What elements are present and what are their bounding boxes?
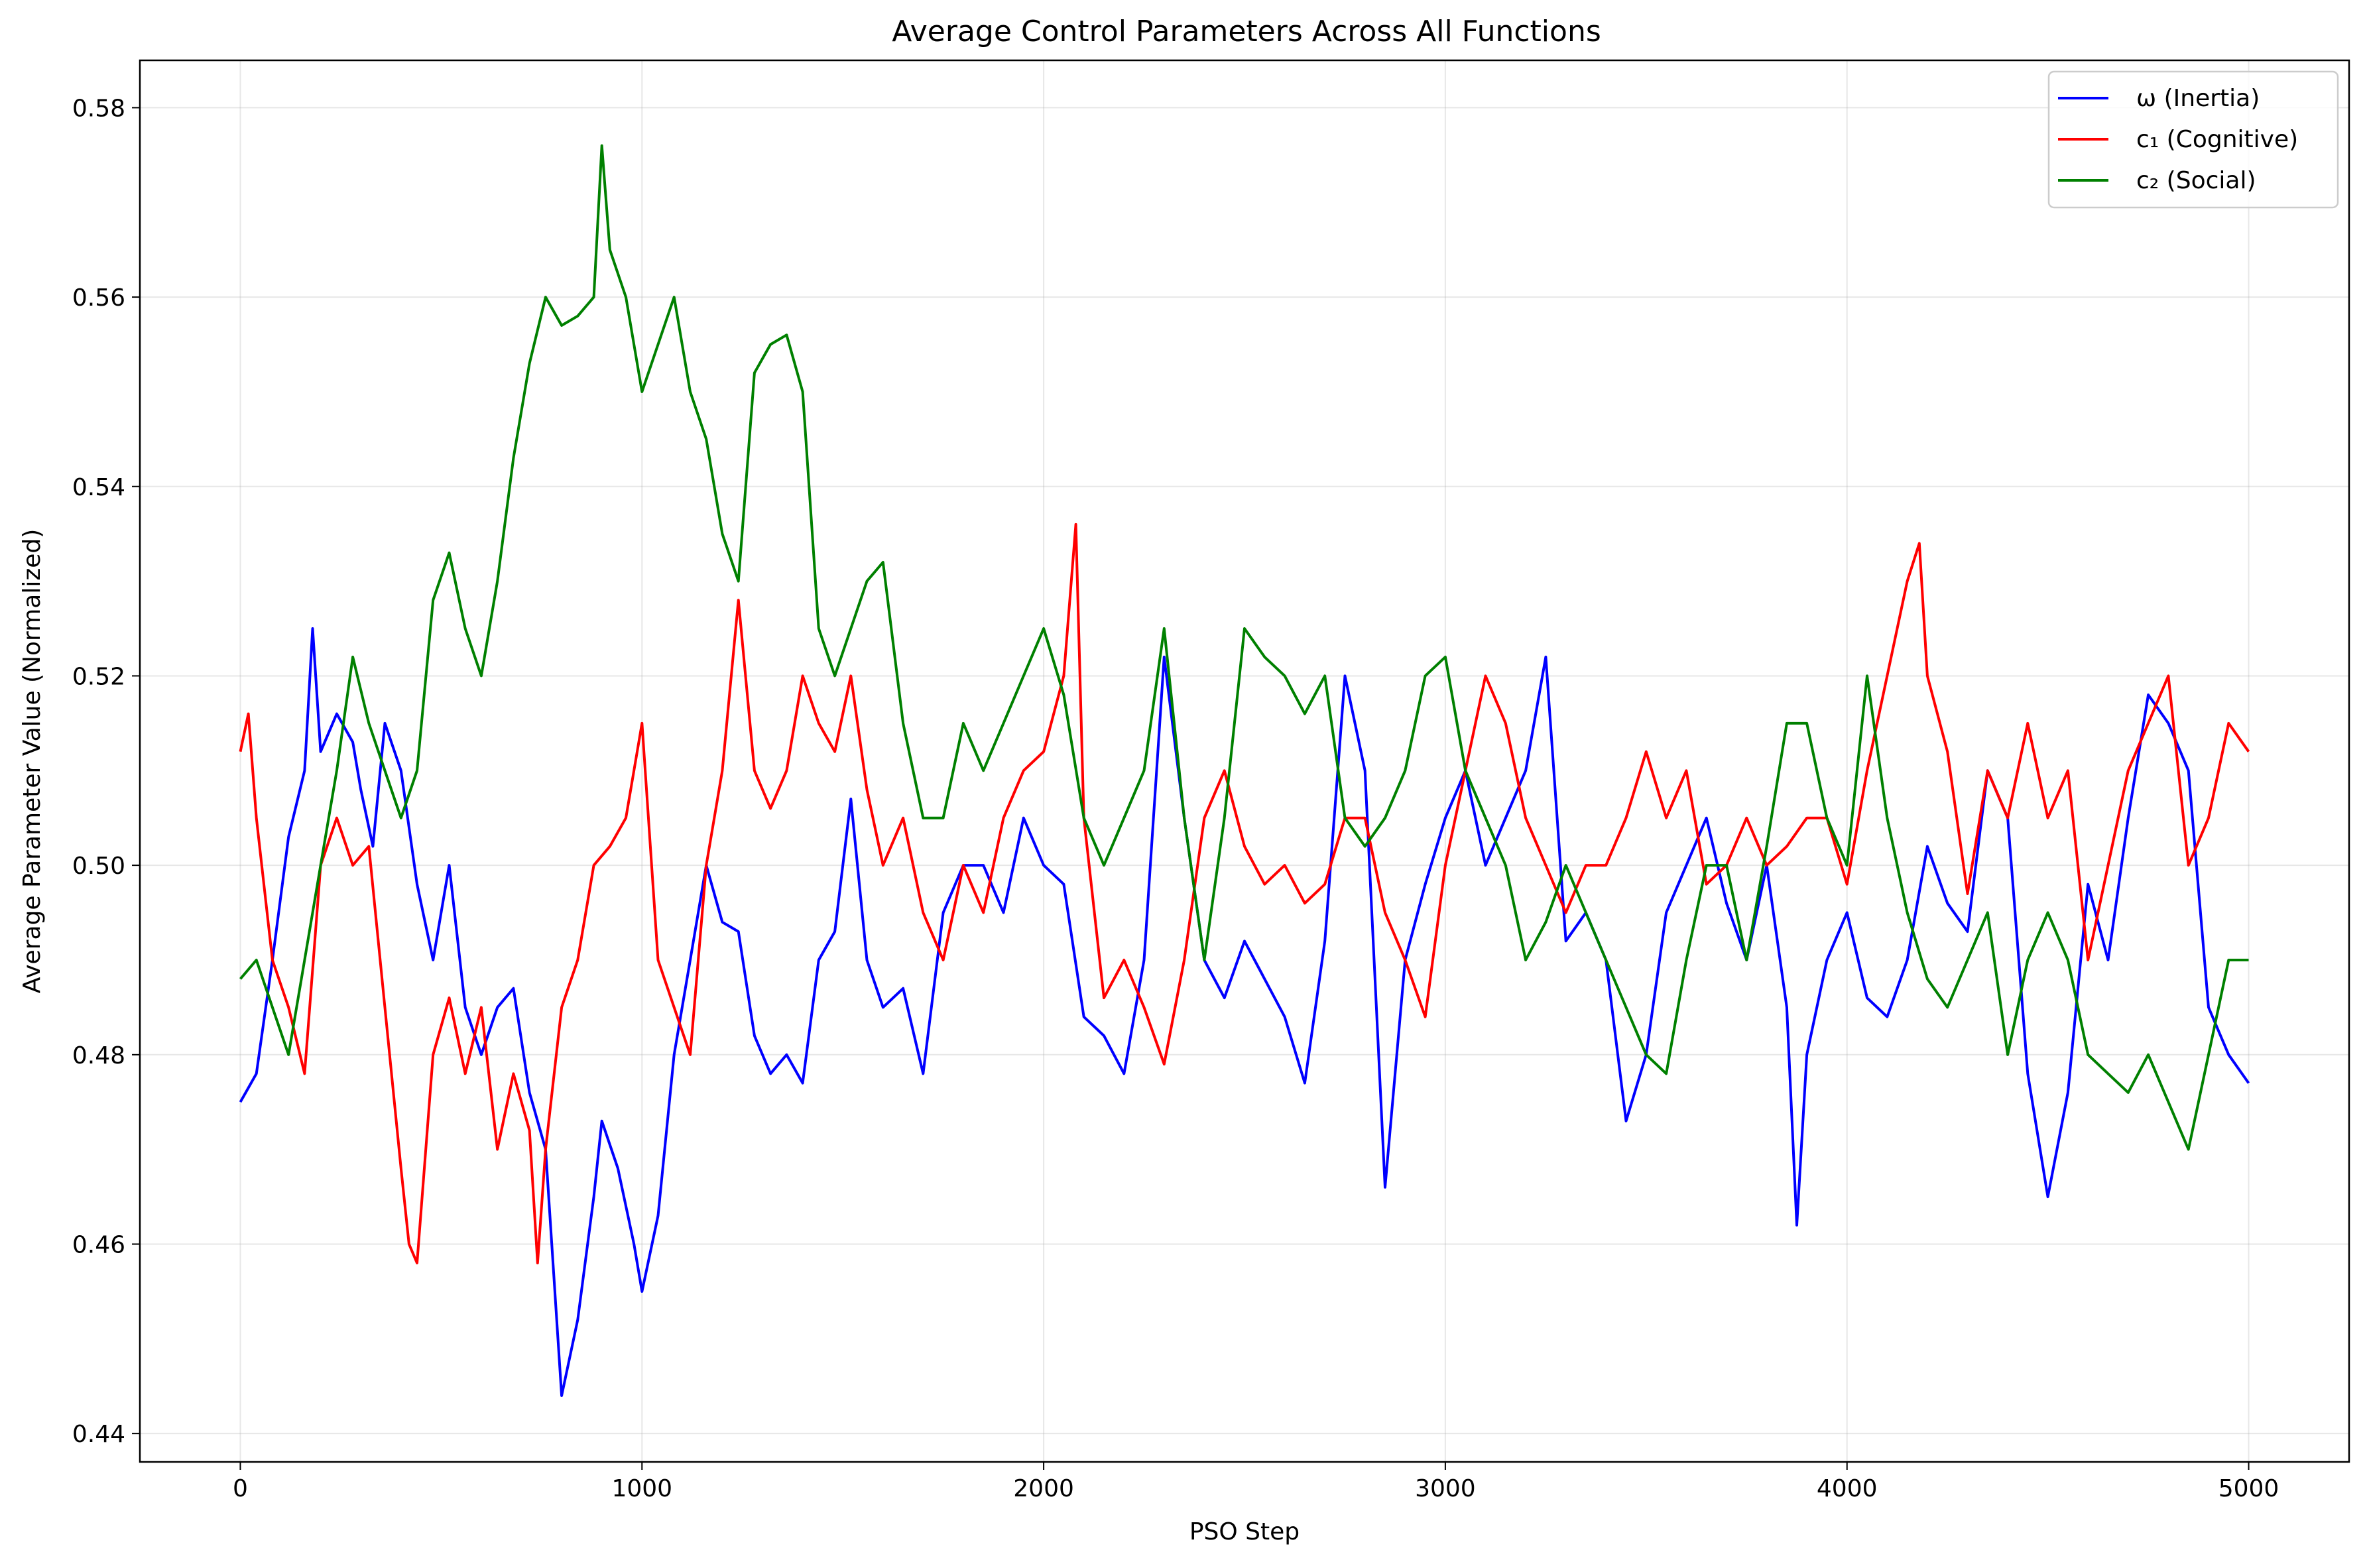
legend-label: ω (Inertia) [2136, 85, 2260, 112]
series-line-social [239, 144, 2249, 1151]
grid [140, 60, 2349, 1462]
x-axis-label: PSO Step [1189, 1518, 1300, 1545]
y-tick-label: 0.58 [72, 95, 125, 122]
y-tick-label: 0.48 [72, 1042, 125, 1069]
x-tick-label: 3000 [1415, 1475, 1476, 1502]
chart-title: Average Control Parameters Across All Fu… [892, 15, 1601, 48]
y-tick-label: 0.50 [72, 853, 125, 880]
y-tick-label: 0.52 [72, 663, 125, 690]
axis-ticks: 0 1000 2000 3000 4000 5000 0.44 0.46 0.48 0.50 0.5… [72, 95, 2279, 1502]
series-line-cognitive [239, 522, 2250, 1264]
x-tick-label: 0 [233, 1475, 248, 1502]
plot-frame [139, 59, 2350, 1463]
legend-item-cognitive: c₁ (Cognitive) [2058, 126, 2298, 153]
y-tick-label: 0.46 [72, 1231, 125, 1258]
x-tick-label: 5000 [2218, 1475, 2279, 1502]
legend-label: c₂ (Social) [2136, 167, 2256, 194]
series-line-inertia [239, 627, 2250, 1397]
legend: ω (Inertia) c₁ (Cognitive) c₂ (Social) [2047, 70, 2339, 209]
y-tick-label: 0.54 [72, 474, 125, 501]
legend-item-social: c₂ (Social) [2058, 167, 2256, 194]
x-tick-label: 2000 [1013, 1475, 1074, 1502]
y-tick-label: 0.44 [72, 1421, 125, 1448]
y-axis-label: Average Parameter Value (Normalized) [19, 529, 46, 994]
legend-box [2047, 70, 2339, 209]
x-tick-label: 4000 [1817, 1475, 1878, 1502]
legend-label: c₁ (Cognitive) [2136, 126, 2298, 153]
series-lines [239, 144, 2250, 1397]
y-tick-label: 0.56 [72, 284, 125, 312]
x-tick-label: 1000 [611, 1475, 672, 1502]
legend-item-inertia: ω (Inertia) [2058, 85, 2260, 112]
